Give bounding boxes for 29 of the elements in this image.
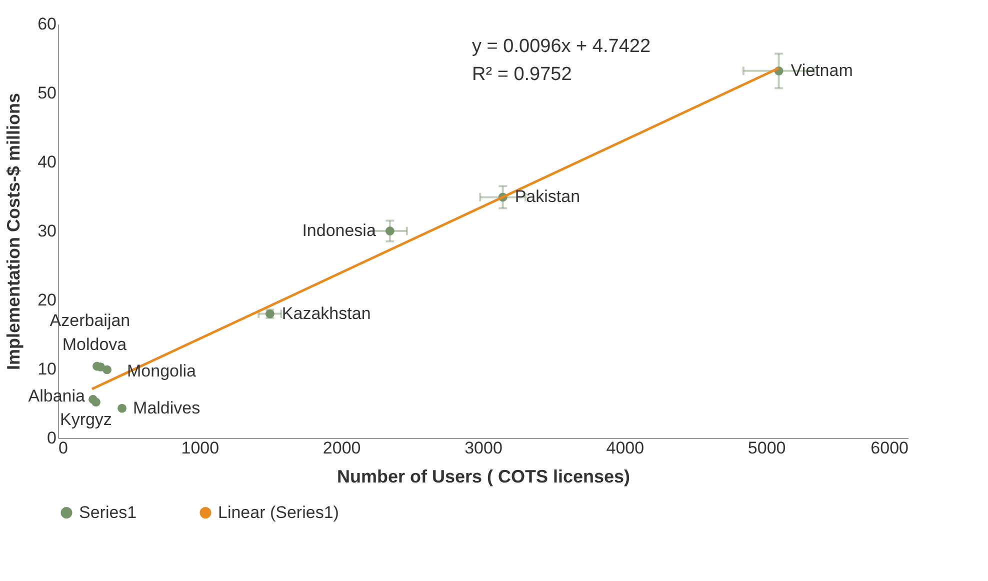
annotation: Indonesia: [302, 221, 376, 240]
annotation: Kazakhstan: [282, 304, 371, 323]
annotation: Albania: [28, 386, 86, 406]
annotation: Mongolia: [127, 362, 197, 381]
annotation: R² = 0.9752: [472, 64, 572, 85]
annotation: Vietnam: [790, 60, 853, 80]
x-tick-label: 1000: [181, 438, 220, 458]
legend-label: Linear (Series1): [218, 502, 339, 522]
annotation: Azerbaijan: [50, 311, 130, 330]
y-axis-title: Implementation Costs-$ millions: [4, 92, 24, 370]
y-tick-label: 30: [38, 222, 56, 240]
legend-label: Series1: [79, 502, 137, 522]
x-tick-label: 5000: [748, 438, 786, 458]
annotation: Moldova: [62, 334, 128, 354]
x-tick-label: 3000: [464, 438, 502, 458]
y-tick-label: 50: [38, 84, 56, 102]
x-tick-label: 2000: [322, 438, 361, 458]
y-tick-label: 20: [38, 290, 56, 310]
annotation: Maldives: [133, 398, 200, 418]
x-tick-label: 6000: [870, 438, 908, 458]
annotation: Kyrgyz: [60, 410, 112, 430]
x-tick-label: 4000: [606, 438, 644, 458]
annotation: Pakistan: [514, 187, 580, 206]
x-axis-title: Number of Users ( COTS licenses): [336, 466, 630, 486]
y-tick-label: 60: [38, 14, 56, 34]
x-tick-label: 0: [58, 438, 68, 458]
y-tick-label: 10: [38, 360, 56, 378]
annotation: y = 0.0096x + 4.7422: [472, 36, 651, 57]
y-tick-label: 40: [38, 152, 56, 172]
